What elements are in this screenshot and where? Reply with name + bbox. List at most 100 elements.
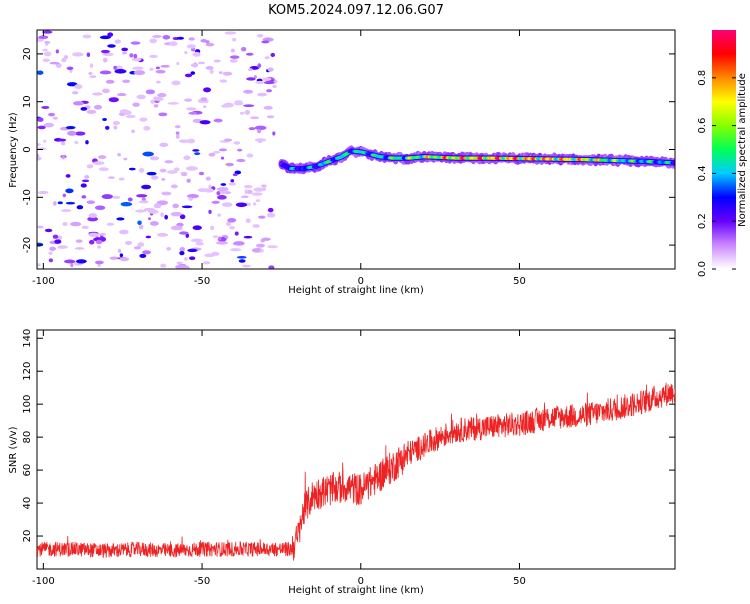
spectrogram-noise-cell (198, 171, 205, 176)
colorbar-label: Normalized spectral amplitude (737, 73, 748, 227)
spectrogram-noise-cell (194, 152, 201, 156)
spectrogram-noise-cell (149, 54, 158, 59)
spectrogram-noise-cell (37, 225, 44, 229)
spectrogram-noise-cell (153, 104, 159, 108)
spectrogram-noise-cell (257, 129, 262, 134)
spectrogram-noise-cell (246, 153, 254, 158)
colorbar-tick-label: 0.8 (697, 70, 708, 86)
spectrogram-noise-cell (105, 125, 110, 130)
spectrogram-noise-cell (62, 193, 67, 198)
spectrogram-noise-cell (205, 65, 214, 70)
spectrogram-noise-cell (94, 205, 106, 211)
spectrogram-noise-cell (216, 241, 228, 245)
spectrogram-noise-cell (146, 171, 157, 176)
spectrogram-noise-cell (212, 235, 219, 239)
spectrogram-noise-cell (105, 79, 115, 84)
spectrogram-noise-cell (235, 202, 248, 208)
x-tick-label: 50 (513, 576, 526, 587)
spectrogram-noise-cell (250, 116, 260, 120)
y-tick-label: 0 (22, 146, 33, 152)
spectrogram-noise-cell (164, 160, 174, 164)
y-tick-label: -20 (22, 237, 33, 253)
spectrogram-noise-cell (128, 167, 136, 171)
spectrogram-noise-cell (49, 246, 57, 251)
spectrogram-noise-cell (257, 92, 267, 97)
spectrogram-noise-cell (98, 233, 106, 236)
spectrogram-noise-cell (183, 155, 191, 161)
spectrogram-noise-cell (118, 177, 125, 181)
spectrogram-noise-cell (267, 67, 274, 72)
spectrogram-noise-cell (84, 174, 90, 179)
spectrogram-noise-cell (184, 257, 188, 261)
spectrogram-noise-cell (54, 239, 62, 244)
spectrogram-noise-cell (82, 34, 92, 39)
spectrogram-noise-cell (147, 217, 151, 221)
spectrogram-noise-cell (218, 148, 228, 152)
spectrogram-noise-cell (159, 142, 169, 147)
spectrogram-noise-cell (266, 89, 273, 93)
spectrogram-noise-cell (133, 53, 138, 59)
spectrogram-noise-cell (153, 97, 164, 102)
spectrogram-noise-cell (106, 222, 115, 226)
spectrogram-noise-cell (188, 197, 194, 201)
spectrogram-noise-cell (94, 260, 104, 265)
spectrogram-noise-cell (98, 155, 107, 160)
spectrogram-noise-cell (246, 189, 253, 194)
spectrogram-noise-cell (176, 36, 185, 40)
spectrogram-noise-cell (233, 241, 245, 246)
spectrogram-noise-cell (89, 63, 94, 69)
spectrogram-noise-cell (76, 205, 84, 210)
spectrogram-noise-cell (263, 105, 273, 110)
spectrogram-noise-cell (260, 184, 267, 188)
spectrogram-noise-cell (86, 200, 96, 205)
spectrogram-noise-cell (44, 228, 53, 233)
spectrogram-noise-cell (149, 221, 159, 226)
colorbar: 0.0 0.2 0.4 0.6 0.8 Normalized spectral ampl… (697, 30, 748, 277)
spectrogram-noise-cell (217, 195, 227, 200)
spectrogram-noise-cell (113, 125, 118, 130)
spectrogram-noise-cell (168, 41, 178, 47)
spectrogram-noise-cell (213, 59, 221, 63)
spectrogram-noise-cell (99, 35, 111, 40)
spectrogram-noise-cell (229, 58, 238, 63)
spectrogram-noise-cell (175, 134, 180, 139)
spectrogram-noise-cell (43, 122, 55, 128)
spectrogram-noise-cell (254, 138, 267, 142)
spectrogram-noise-cell (181, 171, 188, 177)
spectrogram-noise-cell (230, 179, 235, 183)
spectrogram-noise-cell (37, 263, 41, 267)
spectrogram-noise-cell (190, 238, 203, 243)
spectrogram-noise-cell (184, 73, 193, 78)
y-tick-label: 140 (22, 329, 33, 348)
spectrogram-noise-cell (108, 97, 119, 103)
spectrogram-noise-cell (234, 231, 239, 236)
spectrogram-noise-cell (37, 242, 44, 247)
spectrogram-noise-cell (185, 166, 198, 171)
spectrogram-noise-cell (261, 186, 267, 192)
spectrogram-noise-cell (195, 241, 204, 246)
spectrogram-noise-cell (88, 232, 99, 238)
spectrogram-noise-cell (258, 215, 266, 219)
spectrogram-noise-cell (218, 236, 222, 241)
spectrogram-noise-cell (62, 221, 68, 227)
spectrogram-noise-cell (107, 44, 116, 48)
spectrogram-noise-cell (157, 93, 167, 98)
spectrogram-noise-cell (150, 99, 155, 104)
spectrogram-noise-cell (233, 102, 244, 106)
spectrogram-noise-cell (142, 250, 151, 255)
spectrogram-noise-cell (174, 82, 181, 85)
spectrogram-y-axis-label: Frequency (Hz) (8, 112, 19, 188)
spectrogram-noise-cell (256, 34, 264, 38)
spectrogram-noise-cell (65, 174, 71, 178)
x-tick-label: -100 (32, 576, 55, 587)
x-tick-label: -100 (32, 276, 55, 287)
spectrogram-noise-cell (178, 139, 190, 143)
spectrogram-noise-cell (225, 162, 234, 167)
spectrogram-noise-cell (197, 188, 208, 193)
spectrogram-noise-cell (81, 179, 90, 183)
colorbar-tick-label: 0.4 (697, 165, 708, 181)
spectrogram-noise-cell (253, 75, 257, 79)
spectrogram-noise-cell (121, 47, 129, 52)
